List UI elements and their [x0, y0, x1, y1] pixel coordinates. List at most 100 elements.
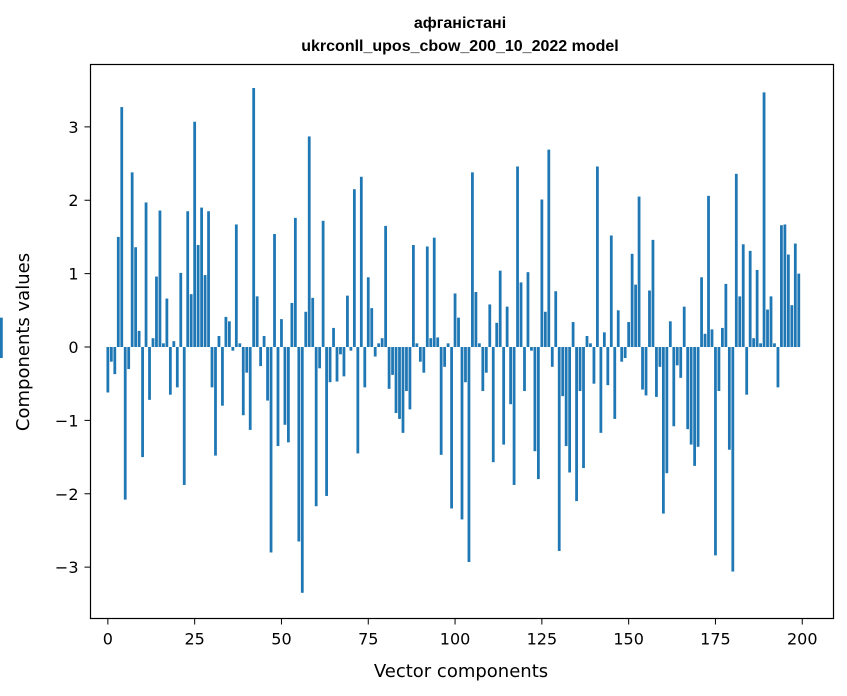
bar — [585, 336, 589, 348]
bar — [238, 343, 242, 347]
bar — [734, 173, 738, 347]
y-axis-label: Components values — [13, 253, 34, 431]
bar — [311, 297, 315, 347]
bar — [481, 347, 485, 392]
bar — [0, 347, 3, 359]
bar — [689, 347, 693, 445]
bar — [405, 347, 408, 392]
bar — [134, 247, 138, 347]
bar — [471, 172, 474, 347]
bar — [339, 347, 342, 355]
y-tick-label: −1 — [55, 411, 79, 430]
bar — [349, 347, 353, 351]
bar — [300, 347, 304, 593]
x-tick-label: 0 — [103, 630, 113, 649]
x-tick-label: 125 — [527, 630, 558, 649]
x-tick-label: 75 — [358, 630, 378, 649]
bar — [498, 270, 502, 347]
bar — [599, 347, 603, 433]
bar — [516, 166, 519, 347]
bar — [741, 244, 745, 347]
bar — [359, 176, 363, 348]
bar — [648, 290, 651, 347]
bar — [377, 343, 381, 347]
bar — [464, 347, 467, 383]
bar — [384, 225, 388, 347]
bar — [106, 347, 110, 393]
bar — [262, 336, 266, 348]
bar — [672, 347, 676, 427]
bar — [179, 272, 183, 347]
y-tick-label: 3 — [68, 118, 78, 137]
bar — [571, 322, 575, 347]
bar — [422, 347, 426, 373]
bar — [568, 347, 572, 473]
bar — [714, 347, 717, 556]
x-tick-label: 200 — [787, 630, 818, 649]
bar — [391, 347, 394, 375]
bar — [540, 199, 544, 347]
bar — [217, 336, 221, 348]
bars-group — [0, 87, 801, 593]
bar — [370, 308, 374, 347]
bar — [352, 189, 356, 347]
bar — [776, 347, 780, 388]
bar — [738, 296, 742, 347]
bar — [526, 272, 530, 348]
bar — [575, 347, 578, 502]
bar — [477, 343, 481, 347]
bar — [530, 347, 533, 351]
bar — [731, 347, 735, 572]
bar — [495, 322, 499, 347]
bar — [755, 269, 759, 348]
bar — [429, 338, 433, 348]
bar — [255, 296, 259, 347]
bar — [561, 347, 565, 397]
bar — [175, 347, 179, 388]
bar — [554, 291, 558, 348]
bar — [484, 347, 488, 373]
bar — [144, 202, 148, 347]
bar — [248, 347, 252, 430]
chart-subtitle: ukrconll_upos_cbow_200_10_2022 model — [301, 38, 618, 55]
bar — [418, 347, 422, 362]
bar — [266, 347, 269, 401]
bar — [509, 347, 512, 405]
bar — [314, 347, 318, 507]
bar — [606, 347, 610, 386]
bar — [543, 311, 547, 347]
bar — [627, 322, 631, 347]
bar — [148, 347, 151, 400]
bar — [221, 347, 224, 406]
y-tick-label: 0 — [68, 338, 78, 357]
bar — [762, 92, 766, 347]
bar — [162, 343, 165, 347]
bar — [446, 343, 450, 347]
bar — [780, 225, 783, 348]
bar — [519, 282, 523, 347]
bar — [432, 237, 436, 347]
bar — [259, 347, 263, 367]
bar — [693, 347, 697, 466]
bar — [630, 253, 634, 347]
bar — [328, 347, 332, 383]
bar — [536, 347, 540, 480]
bar — [661, 347, 665, 514]
bar — [415, 343, 419, 347]
bar — [408, 347, 412, 410]
bar — [637, 196, 641, 347]
x-tick-label: 175 — [700, 630, 731, 649]
bar — [707, 195, 710, 348]
bar — [356, 347, 360, 454]
bar — [578, 347, 582, 392]
bar — [665, 347, 669, 474]
bar — [168, 347, 172, 395]
bar — [759, 343, 762, 347]
bar — [589, 343, 592, 347]
bar — [287, 347, 290, 443]
bar — [186, 211, 190, 347]
bar — [193, 121, 197, 347]
bar — [512, 347, 516, 485]
bar — [398, 347, 401, 419]
bar — [533, 347, 537, 452]
